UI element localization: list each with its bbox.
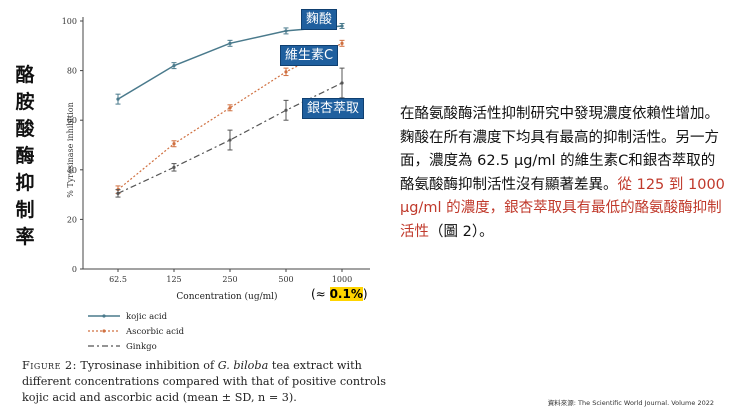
legend-marker bbox=[102, 329, 106, 333]
approx-percent-highlight: 0.1% bbox=[329, 287, 363, 301]
y-axis-label: % Tyrosinase inhibition bbox=[66, 102, 75, 197]
data-point bbox=[228, 106, 232, 110]
y-tick-label: 60 bbox=[67, 116, 77, 125]
annotation-ginkgo: 銀杏萃取 bbox=[302, 98, 365, 119]
chart-ticks: 0 20 40 60 80 100 62.5 125 250 500 1000 bbox=[62, 17, 352, 284]
series-ascorbic-acid bbox=[115, 39, 345, 194]
data-point bbox=[284, 108, 288, 112]
y-tick-label: 20 bbox=[67, 215, 77, 224]
data-point bbox=[116, 191, 120, 195]
chart-axes bbox=[82, 17, 370, 270]
annotation-kojic: 麴酸 bbox=[301, 9, 338, 30]
data-point bbox=[116, 97, 120, 101]
data-point bbox=[340, 81, 344, 85]
data-point bbox=[284, 29, 288, 33]
description-highlight: 從 125 到 1000 μg/ml 的濃度，銀杏萃取具有最低的酪氨酸酶抑制活性 bbox=[400, 176, 725, 240]
series-line bbox=[117, 42, 343, 191]
annotation-vitamin-c: 維生素C bbox=[280, 45, 339, 66]
approx-percent-note: (≈ 0.1%) bbox=[311, 287, 368, 301]
x-tick-label: 62.5 bbox=[109, 275, 127, 284]
x-tick-label: 125 bbox=[166, 275, 181, 284]
legend-label: kojic acid bbox=[126, 312, 168, 322]
series-ginkgo bbox=[115, 67, 345, 198]
figure-caption: Figure 2: Tyrosinase inhibition of G. bi… bbox=[22, 359, 386, 404]
legend-label: Ascorbic acid bbox=[125, 327, 185, 337]
legend-marker bbox=[102, 314, 106, 318]
y-tick-label: 80 bbox=[67, 67, 77, 76]
data-point bbox=[340, 41, 344, 45]
data-point bbox=[172, 64, 176, 68]
chart-legend: kojic acid Ascorbic acid Ginkgo bbox=[88, 312, 185, 352]
data-point bbox=[228, 41, 232, 45]
line-chart: 0 20 40 60 80 100 62.5 125 250 500 1000 kojic acid… bbox=[62, 17, 370, 352]
y-tick-label: 40 bbox=[67, 166, 77, 175]
source-citation: 資料來源: The Scientific World Journal. Volu… bbox=[547, 399, 714, 407]
x-axis-label: Concentration (ug/ml) bbox=[176, 291, 277, 302]
data-point bbox=[284, 70, 288, 74]
x-tick-label: 500 bbox=[278, 275, 293, 284]
data-point bbox=[172, 165, 176, 169]
y-tick-label: 0 bbox=[72, 265, 77, 274]
x-tick-label: 250 bbox=[222, 275, 237, 284]
description-text: 在酪氨酸酶活性抑制研究中發現濃度依賴性增加。麴酸在所有濃度下均具有最高的抑制活性… bbox=[400, 106, 725, 240]
vertical-axis-title-zh: 酪胺酸酶抑制率 bbox=[15, 64, 35, 248]
data-point bbox=[340, 24, 344, 28]
data-point bbox=[172, 142, 176, 146]
data-point bbox=[228, 138, 232, 142]
x-tick-label: 1000 bbox=[332, 275, 352, 284]
y-tick-label: 100 bbox=[62, 17, 77, 26]
legend-label: Ginkgo bbox=[126, 342, 157, 352]
